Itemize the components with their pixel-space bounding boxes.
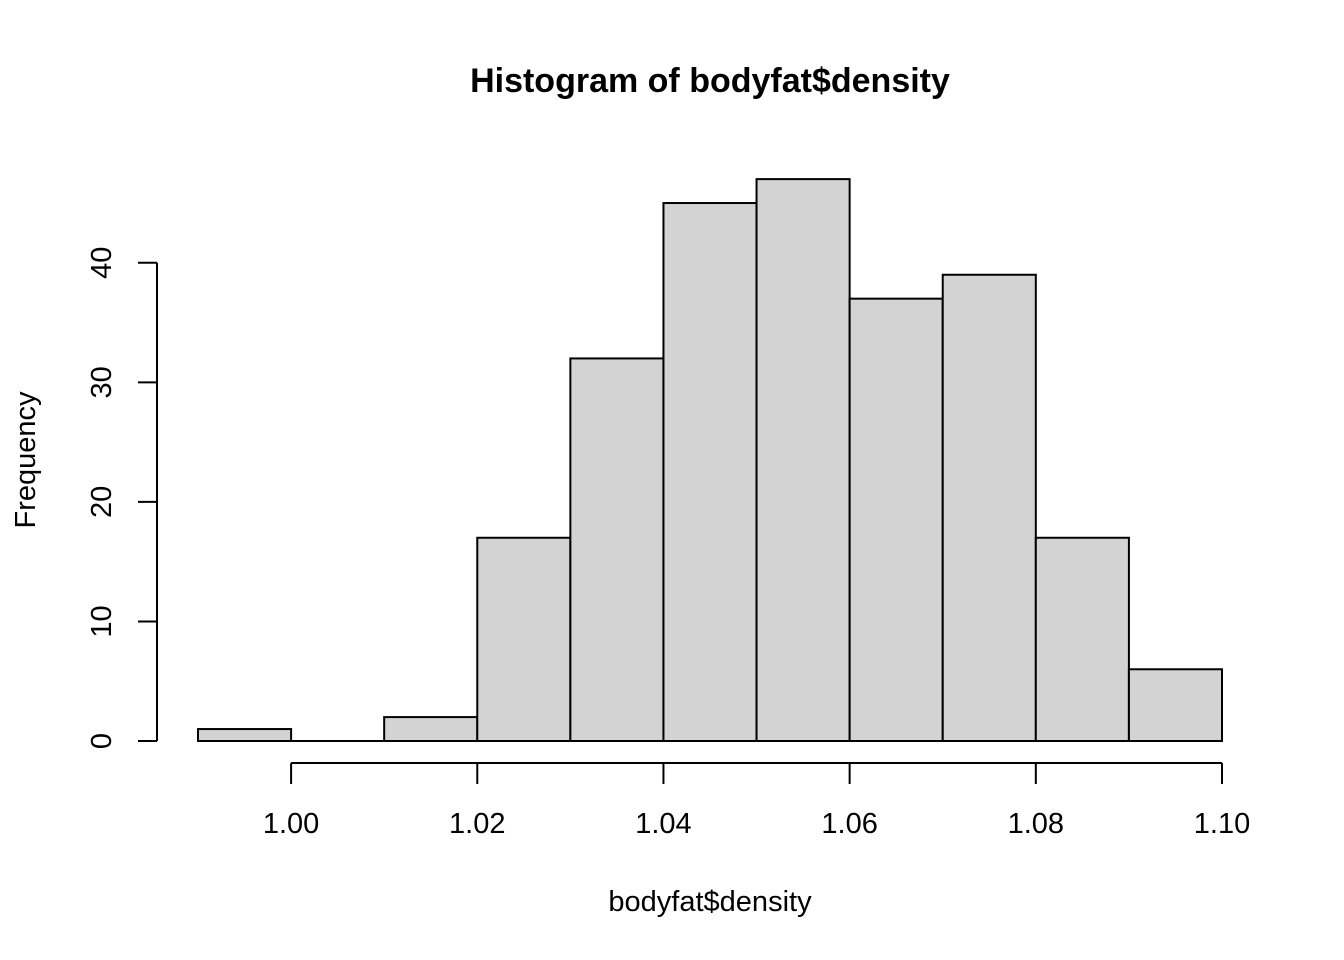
y-axis: 0 10 20 30 40 [86, 247, 158, 749]
histogram-bar [383, 716, 479, 743]
y-axis-label: Frequency [10, 391, 42, 529]
histogram-bar [476, 536, 572, 743]
x-tick-label: 1.04 [635, 808, 691, 840]
x-tick-label: 1.00 [263, 808, 319, 840]
y-tick-label: 10 [86, 605, 118, 637]
histogram-bar [848, 297, 944, 742]
bars-group [197, 178, 1223, 743]
x-tick-label: 1.02 [449, 808, 505, 840]
y-tick-label: 30 [86, 366, 118, 398]
histogram-bar [197, 728, 293, 742]
histogram-bar [1034, 536, 1130, 743]
x-tick-label: 1.10 [1194, 808, 1250, 840]
y-tick-label: 40 [86, 247, 118, 279]
y-tick-label: 0 [86, 733, 118, 749]
y-tick-label: 20 [86, 486, 118, 518]
histogram-bar [1127, 668, 1223, 743]
histogram-bar [755, 178, 851, 743]
x-tick-label: 1.08 [1008, 808, 1064, 840]
histogram-bar [941, 273, 1037, 742]
x-tick-label: 1.06 [821, 808, 877, 840]
x-axis-label: bodyfat$density [608, 886, 812, 918]
histogram-bar [662, 202, 758, 742]
histogram-bar [569, 357, 665, 742]
x-axis: 1.00 1.02 1.04 1.06 1.08 1.10 [263, 762, 1250, 840]
chart-title: Histogram of bodyfat$density [470, 62, 950, 100]
